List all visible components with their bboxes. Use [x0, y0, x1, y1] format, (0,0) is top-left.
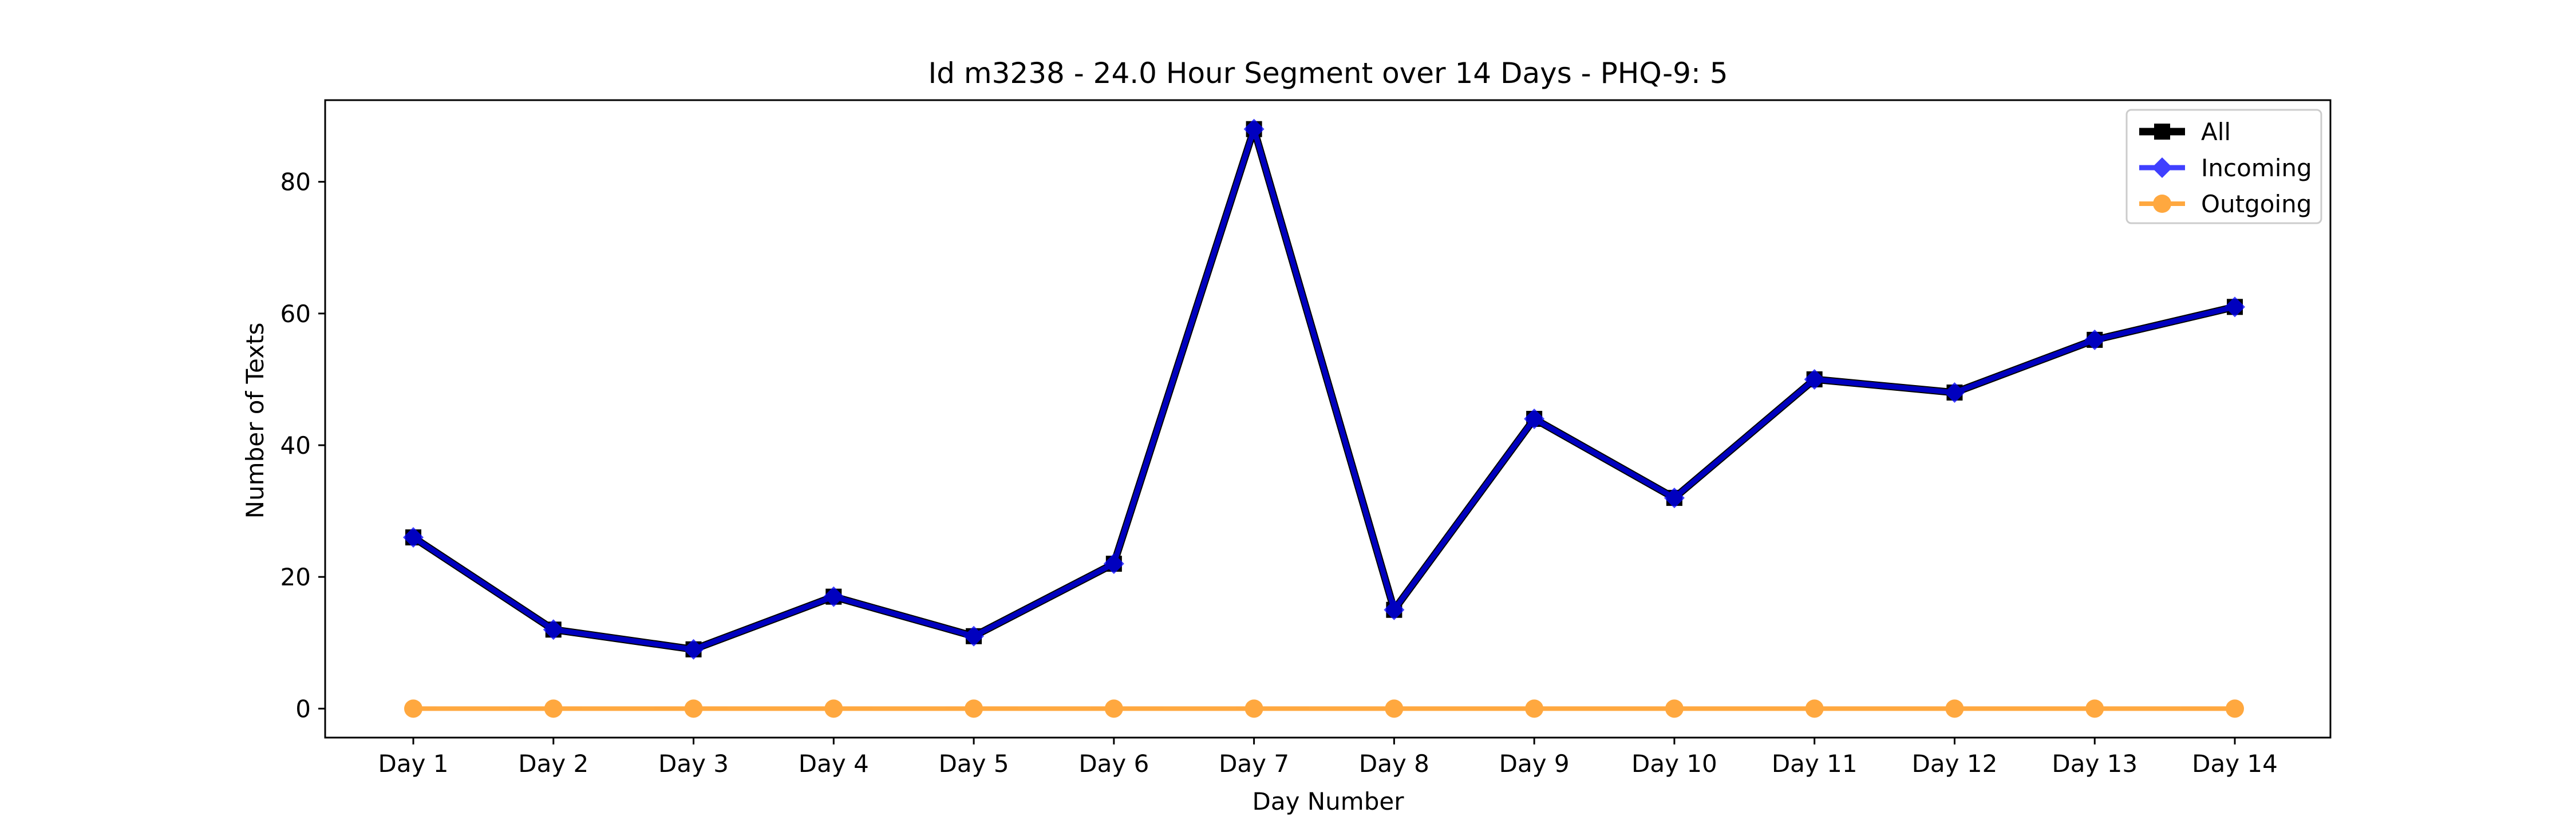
data-point-outgoing: [1104, 699, 1123, 718]
y-tick-label: 80: [280, 168, 311, 196]
series-outgoing: [404, 699, 2244, 718]
data-point-outgoing: [2085, 699, 2104, 718]
data-point-outgoing: [404, 699, 422, 718]
data-point-incoming: [683, 639, 704, 660]
data-point-incoming: [963, 625, 985, 647]
data-point-incoming: [2084, 329, 2105, 350]
data-point-incoming: [1384, 599, 1405, 620]
plot-area: [325, 100, 2330, 738]
legend: All Incoming Outgoing: [2125, 109, 2322, 224]
y-tick-label: 20: [280, 563, 311, 591]
legend-entry-incoming: [2139, 157, 2185, 178]
x-tick-label: Day 1: [378, 750, 448, 778]
legend-marker: [2154, 124, 2170, 140]
x-axis-label: Day Number: [1252, 787, 1404, 815]
data-point-outgoing: [544, 699, 563, 718]
legend-entry-all: [2139, 124, 2185, 140]
data-point-incoming: [823, 586, 844, 607]
data-point-outgoing: [1385, 699, 1404, 718]
data-point-incoming: [543, 619, 564, 640]
x-tick-label: Day 12: [1912, 750, 1998, 778]
y-tick-label: 0: [295, 695, 311, 723]
series-line-incoming: [410, 126, 2238, 652]
data-point-incoming: [1103, 553, 1124, 575]
chart-title: Id m3238 - 24.0 Hour Segment over 14 Day…: [928, 57, 1728, 90]
x-tick-label: Day 6: [1078, 750, 1149, 778]
y-tick-label: 60: [280, 300, 311, 328]
plot-frame: [324, 99, 2332, 739]
data-point-outgoing: [1805, 699, 1824, 718]
x-tick-label: Day 5: [939, 750, 1009, 778]
data-point-incoming: [403, 527, 424, 548]
data-point-outgoing: [1945, 699, 1964, 718]
legend-label: All: [2201, 118, 2231, 146]
legend-label: Outgoing: [2201, 190, 2312, 218]
x-tick-label: Day 9: [1499, 750, 1570, 778]
data-point-outgoing: [2226, 699, 2244, 718]
data-point-outgoing: [824, 699, 843, 718]
series-incoming: [403, 118, 2245, 660]
y-axis-label: Number of Texts: [241, 323, 269, 519]
x-tick-label: Day 4: [799, 750, 869, 778]
x-tick-label: Day 2: [518, 750, 588, 778]
data-point-incoming: [1524, 409, 1545, 429]
x-tick-label: Day 14: [2192, 750, 2278, 778]
data-point-outgoing: [1244, 699, 1263, 718]
x-tick-label: Day 7: [1219, 750, 1289, 778]
legend-marker: [2152, 157, 2172, 178]
data-point-incoming: [1664, 488, 1685, 509]
legend-box: [2125, 109, 2322, 224]
series-layer: [403, 118, 2245, 718]
legend-marker: [2153, 195, 2171, 213]
data-point-incoming: [2225, 296, 2245, 318]
data-point-outgoing: [1665, 699, 1684, 718]
y-axis-ticks: 0 20 40 60 80: [280, 168, 325, 723]
data-point-outgoing: [684, 699, 703, 718]
legend-label: Incoming: [2201, 154, 2312, 182]
x-tick-label: Day 11: [1772, 750, 1858, 778]
x-tick-label: Day 8: [1359, 750, 1429, 778]
x-axis-ticks: Day 1 Day 2 Day 3 Day 4 Day 5 Day 6 Day 7 Day 8…: [378, 738, 2278, 778]
data-point-incoming: [1944, 382, 1965, 403]
x-tick-label: Day 13: [2052, 750, 2138, 778]
x-tick-label: Day 10: [1631, 750, 1717, 778]
data-point-outgoing: [1525, 699, 1544, 718]
data-point-incoming: [1243, 118, 1265, 140]
data-point-incoming: [1804, 369, 1825, 390]
data-point-outgoing: [965, 699, 983, 718]
legend-entry-outgoing: [2139, 195, 2185, 213]
y-tick-label: 40: [280, 431, 311, 459]
x-tick-label: Day 3: [658, 750, 729, 778]
